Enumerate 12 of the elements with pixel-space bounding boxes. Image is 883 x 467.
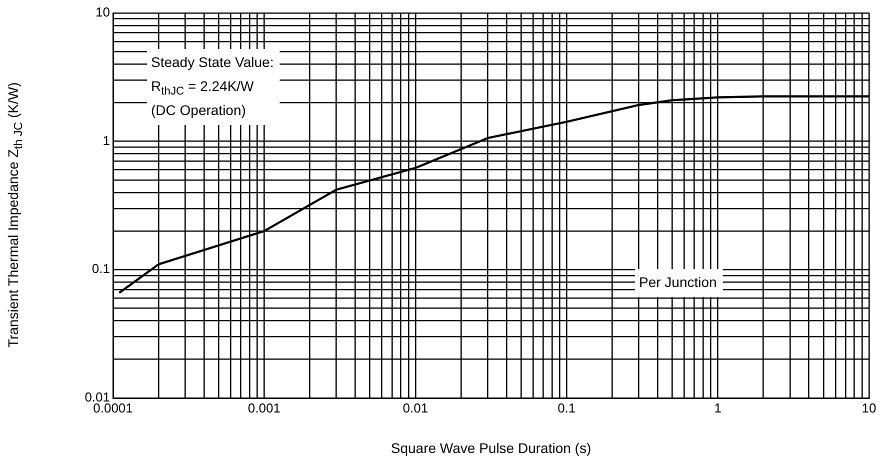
y-tick-label: 10	[96, 4, 110, 20]
x-axis-title: Square Wave Pulse Duration (s)	[390, 440, 592, 456]
x-tick-label: 10	[862, 400, 876, 416]
x-tick-label: 0.001	[248, 400, 280, 416]
annotation: Steady State Value:	[151, 54, 274, 70]
x-tick-label: 0.1	[558, 400, 576, 416]
annotation: (DC Operation)	[151, 102, 246, 118]
x-tick-label: 0.01	[402, 400, 428, 416]
y-tick-label: 1	[102, 132, 110, 148]
annotation: Per Junction	[639, 274, 717, 290]
x-tick-label: 1	[714, 400, 722, 416]
y-tick-label: 0.1	[92, 261, 110, 276]
